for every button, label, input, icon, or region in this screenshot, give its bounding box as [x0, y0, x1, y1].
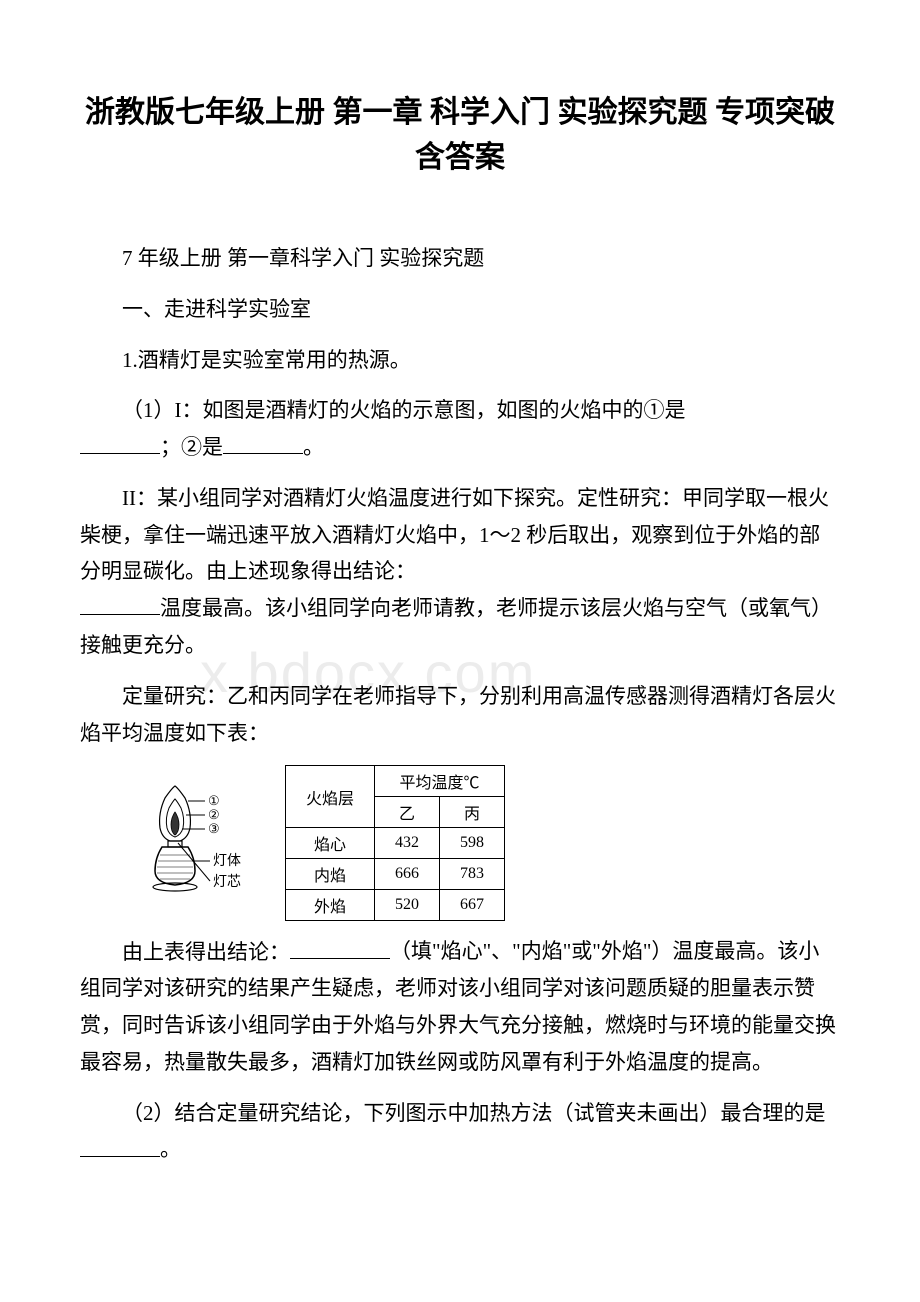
lamp-diagram: ① ② ③ 灯体 灯芯: [130, 783, 260, 903]
blank-5: [80, 1131, 160, 1156]
th-bing: 丙: [440, 797, 505, 828]
th-flame-layer: 火焰层: [286, 766, 375, 828]
cell-v2: 783: [440, 859, 505, 890]
label-2: ②: [208, 807, 220, 822]
cell-v2: 598: [440, 828, 505, 859]
question-1-II: II：某小组同学对酒精灯火焰温度进行如下探究。定性研究：甲同学取一根火柴梗，拿住…: [80, 480, 840, 664]
diagram-table-row: ① ② ③ 灯体 灯芯 火焰层 平均温度℃ 乙 丙 焰心 432 598 内焰 …: [130, 765, 840, 921]
q1-II-mid: 温度最高。该小组同学向老师请教，老师提示该层火焰与空气（或氧气）接触更充分。: [80, 596, 832, 657]
blank-2: [223, 429, 303, 454]
label-3: ③: [208, 821, 220, 836]
q1-1-prefix: （1）I：如图是酒精灯的火焰的示意图，如图的火焰中的①是: [122, 398, 686, 422]
q1-1-mid: ；②是: [160, 435, 223, 459]
table-row: 内焰 666 783: [286, 859, 505, 890]
th-avg-temp: 平均温度℃: [375, 766, 505, 797]
cell-v2: 667: [440, 890, 505, 921]
table-header-row: 火焰层 平均温度℃: [286, 766, 505, 797]
intro-text: 7 年级上册 第一章科学入门 实验探究题: [80, 240, 840, 277]
temperature-table: 火焰层 平均温度℃ 乙 丙 焰心 432 598 内焰 666 783 外焰 5…: [285, 765, 505, 921]
cell-label: 焰心: [286, 828, 375, 859]
q1-II-text: II：某小组同学对酒精灯火焰温度进行如下探究。定性研究：甲同学取一根火柴梗，拿住…: [80, 486, 829, 584]
label-wick: 灯芯: [213, 874, 241, 890]
question-1: 1.酒精灯是实验室常用的热源。: [80, 342, 840, 379]
cell-label: 外焰: [286, 890, 375, 921]
cell-v1: 666: [375, 859, 440, 890]
th-yi: 乙: [375, 797, 440, 828]
q1-2-prefix: （2）结合定量研究结论，下列图示中加热方法（试管夹未画出）最合理的是: [122, 1101, 826, 1125]
table-row: 外焰 520 667: [286, 890, 505, 921]
page-title: 浙教版七年级上册 第一章 科学入门 实验探究题 专项突破 含答案: [80, 90, 840, 180]
question-1-1: （1）I：如图是酒精灯的火焰的示意图，如图的火焰中的①是 ；②是 。: [80, 392, 840, 466]
question-1-2: （2）结合定量研究结论，下列图示中加热方法（试管夹未画出）最合理的是。: [80, 1095, 840, 1169]
question-1-conclusion: 由上表得出结论：（填"焰心"、"内焰"或"外焰"）温度最高。该小组同学对该研究的…: [80, 933, 840, 1080]
cell-v1: 432: [375, 828, 440, 859]
blank-4: [290, 933, 390, 958]
q1-1-suffix: 。: [303, 435, 324, 459]
blank-3: [80, 590, 160, 615]
cell-v1: 520: [375, 890, 440, 921]
label-1: ①: [208, 793, 220, 808]
question-1-quant: 定量研究：乙和丙同学在老师指导下，分别利用高温传感器测得酒精灯各层火焰平均温度如…: [80, 678, 840, 752]
section-heading-1: 一、走进科学实验室: [80, 291, 840, 328]
table-row: 焰心 432 598: [286, 828, 505, 859]
label-body: 灯体: [213, 853, 241, 869]
q1-conclusion-prefix: 由上表得出结论：: [122, 940, 290, 964]
blank-1: [80, 429, 160, 454]
cell-label: 内焰: [286, 859, 375, 890]
q1-2-suffix: 。: [160, 1138, 181, 1162]
